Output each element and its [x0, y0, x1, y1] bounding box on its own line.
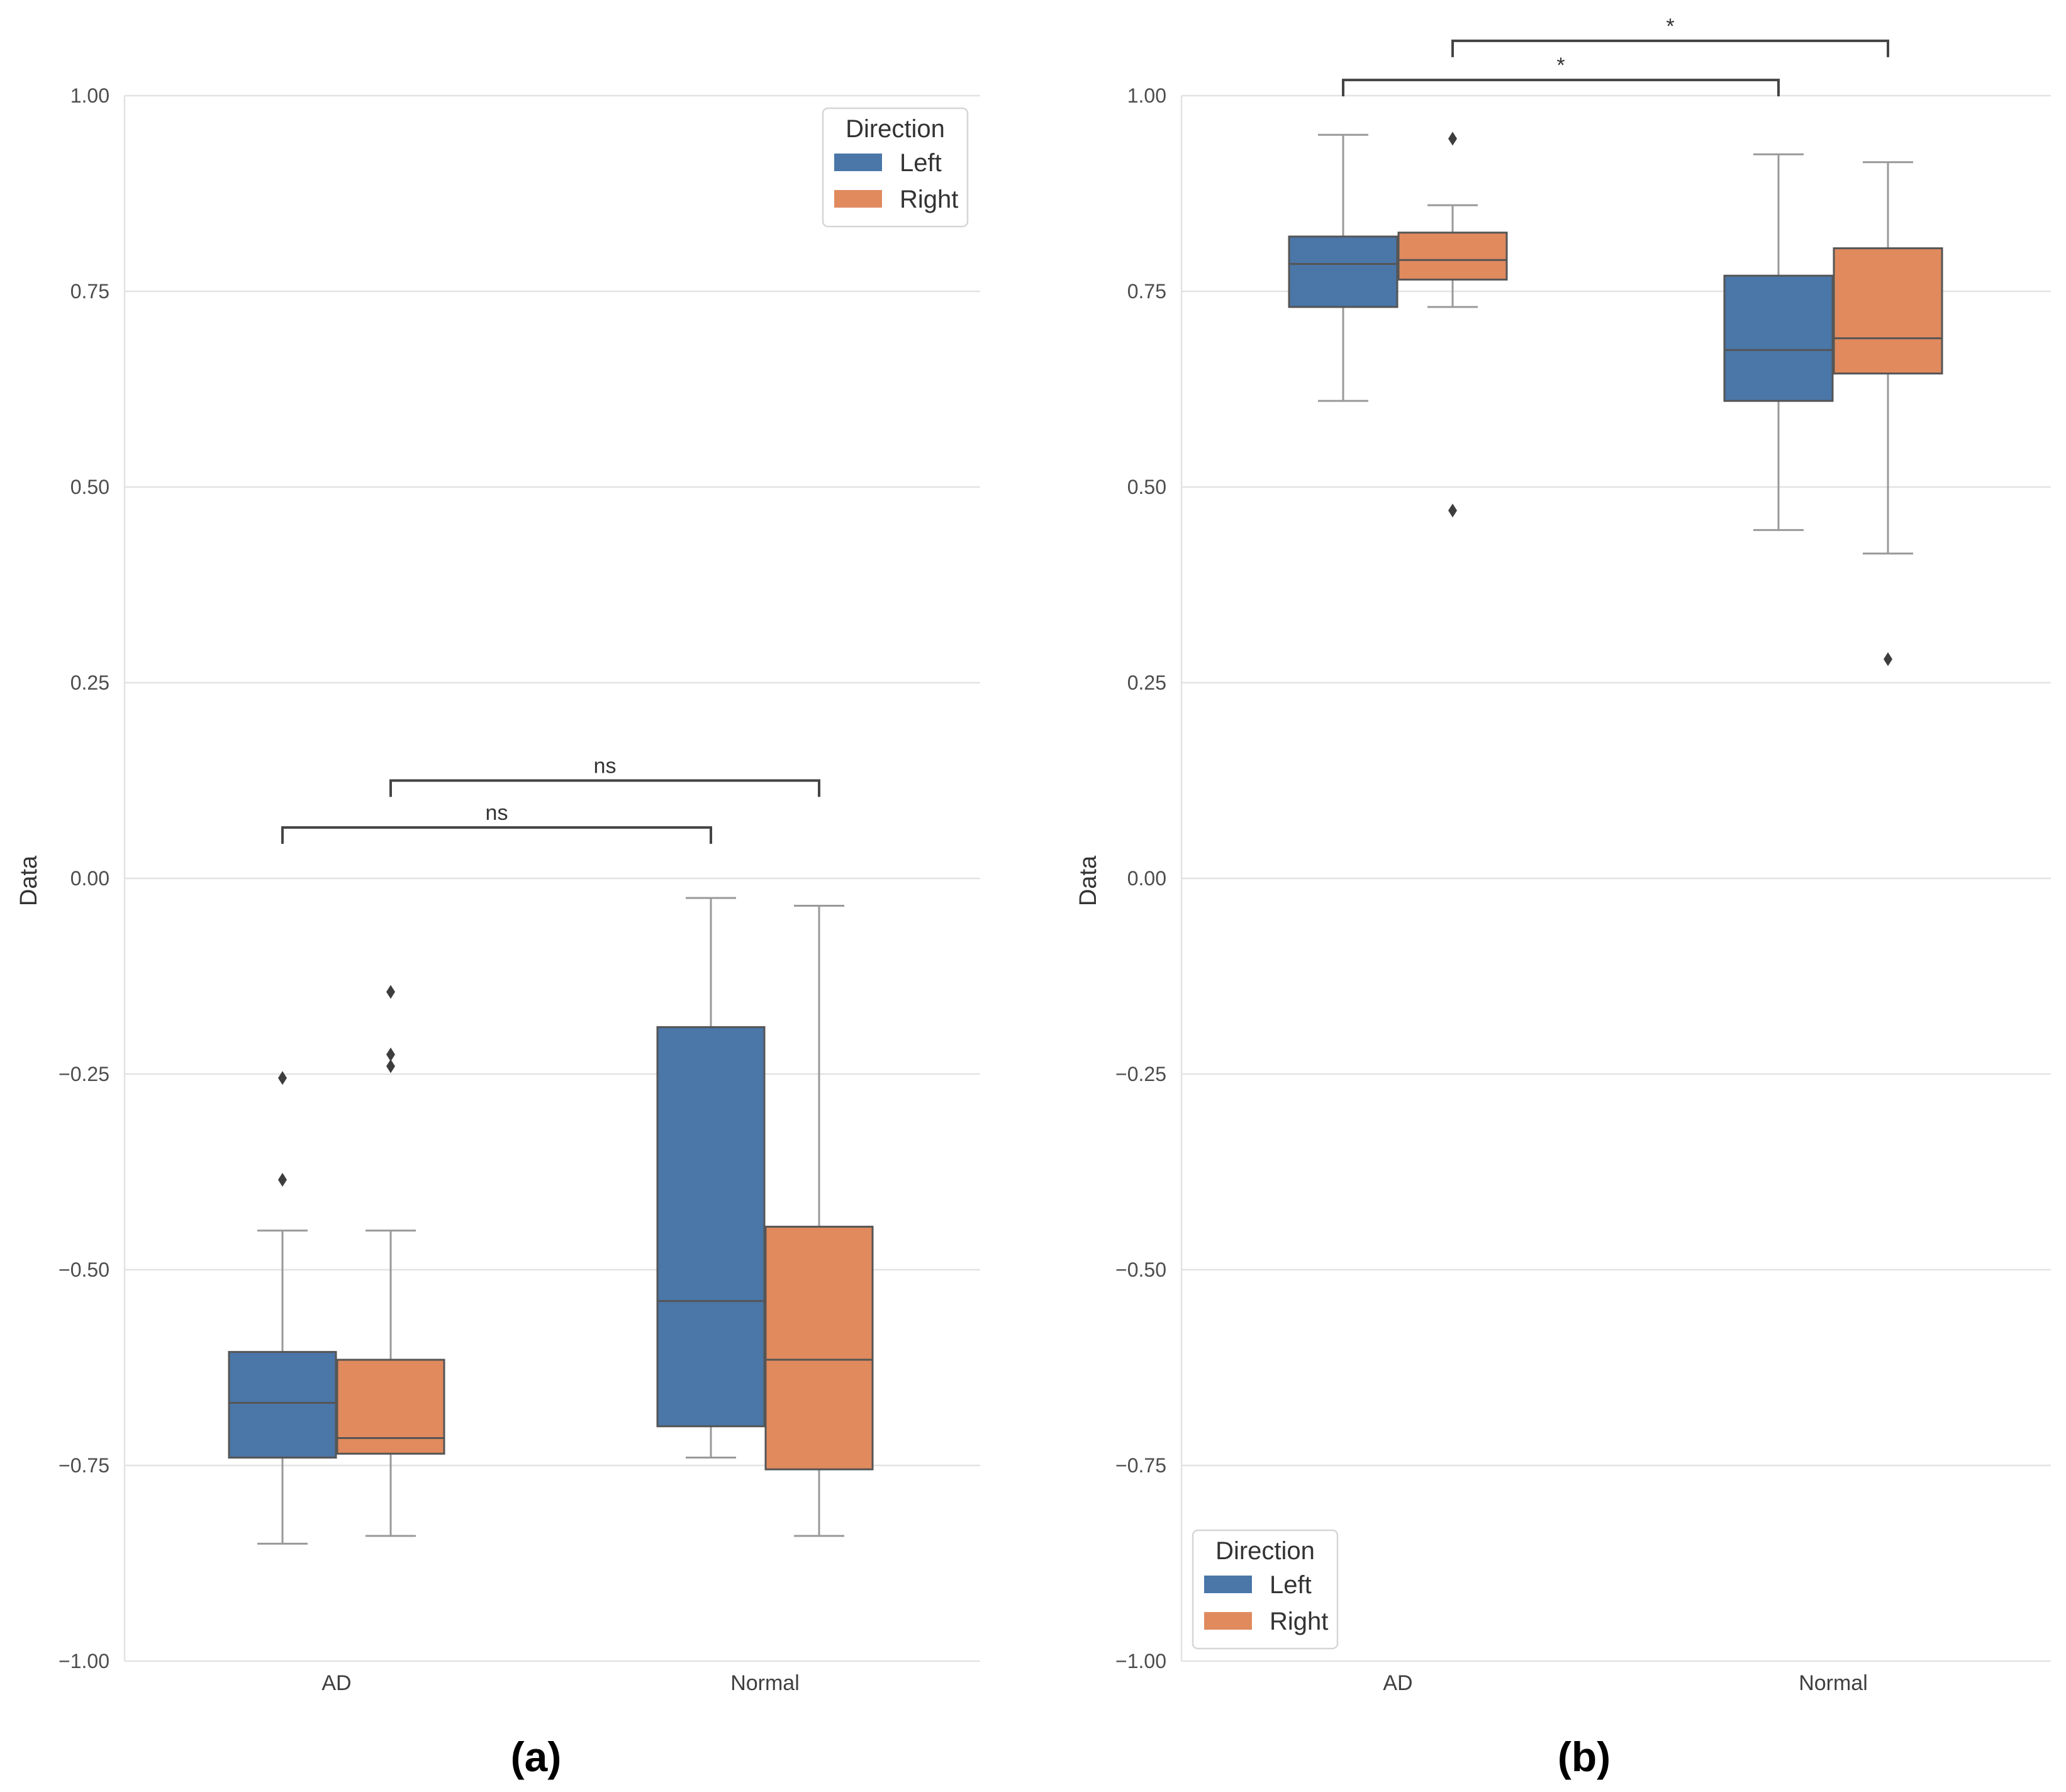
- x-category-labels: AD Normal: [1383, 1671, 1867, 1695]
- box-iqr: [1723, 274, 1834, 402]
- panel-a: 1.00 0.75 0.50 0.25 0.00 −0.25 −0.50 −0.75 −1.00…: [16, 84, 980, 1780]
- outlier-point: [386, 1047, 395, 1061]
- outlier-point: [386, 1059, 395, 1073]
- x-category-label: Normal: [1799, 1671, 1868, 1695]
- significance-label: *: [1556, 53, 1565, 77]
- significance-label: ns: [594, 754, 617, 778]
- y-axis-label: Data: [16, 855, 42, 906]
- box-normal-left: [656, 897, 766, 1459]
- y-tick-label: 0.25: [70, 671, 109, 694]
- box-iqr: [764, 1226, 874, 1470]
- y-tick-label: 0.00: [70, 867, 109, 890]
- legend-label-left: Left: [900, 149, 942, 177]
- box-ad-left: [1288, 133, 1399, 402]
- x-category-label: Normal: [730, 1671, 800, 1695]
- y-tick-labels: 1.00 0.75 0.50 0.25 0.00 −0.25 −0.50 −0.75 −1.00: [1115, 84, 1166, 1672]
- legend-label-left: Left: [1270, 1571, 1312, 1599]
- outlier-point: [1448, 503, 1457, 518]
- y-tick-label: −0.75: [59, 1454, 109, 1477]
- box-iqr: [1288, 235, 1399, 308]
- panel-b: 1.00 0.75 0.50 0.25 0.00 −0.25 −0.50 −0.75 −1.00…: [1075, 14, 2051, 1780]
- grid-lines: [123, 94, 980, 1662]
- x-category-label: AD: [1383, 1671, 1412, 1695]
- outlier-point: [278, 1071, 287, 1085]
- significance-bracket: [1342, 79, 1780, 97]
- y-tick-label: 0.25: [1127, 671, 1166, 694]
- legend-title: Direction: [1215, 1537, 1315, 1565]
- legend-label-right: Right: [900, 186, 958, 213]
- y-tick-label: −1.00: [1115, 1650, 1166, 1672]
- y-tick-label: 1.00: [70, 84, 109, 107]
- significance-annotations: **: [1342, 14, 1889, 97]
- y-tick-label: 0.00: [1127, 867, 1166, 890]
- box-ad-right: [336, 985, 445, 1537]
- significance-label: ns: [486, 801, 508, 825]
- box-ad-left: [228, 1071, 337, 1545]
- panel-caption: (b): [1558, 1733, 1611, 1780]
- y-tick-label: −0.50: [59, 1258, 109, 1281]
- x-category-labels: AD Normal: [321, 1671, 799, 1695]
- box-plots: [1288, 132, 1943, 666]
- x-category-label: AD: [321, 1671, 351, 1695]
- y-axis-label: Data: [1075, 855, 1102, 906]
- box-iqr: [656, 1026, 766, 1428]
- legend-swatch-left: [834, 154, 882, 171]
- outlier-point: [1884, 652, 1892, 666]
- significance-bracket: [281, 826, 712, 844]
- panel-caption: (a): [511, 1733, 562, 1780]
- legend: Direction Left Right: [822, 107, 969, 228]
- box-plots: [228, 897, 874, 1545]
- y-tick-label: −0.25: [59, 1063, 109, 1085]
- significance-label: *: [1666, 14, 1674, 38]
- box-normal-left: [1723, 153, 1834, 531]
- y-tick-label: 1.00: [1127, 84, 1166, 107]
- box-normal-right: [1833, 161, 1943, 666]
- outlier-point: [1448, 132, 1457, 146]
- box-ad-right: [1397, 132, 1508, 518]
- y-tick-label: 0.75: [70, 280, 109, 303]
- y-tick-labels: 1.00 0.75 0.50 0.25 0.00 −0.25 −0.50 −0.75 −1.00: [59, 84, 109, 1672]
- outlier-point: [386, 985, 395, 999]
- y-tick-label: 0.50: [70, 476, 109, 498]
- significance-bracket: [1451, 39, 1889, 57]
- y-tick-label: −0.25: [1115, 1063, 1166, 1085]
- y-tick-label: −0.50: [1115, 1258, 1166, 1281]
- legend-swatch-right: [834, 190, 882, 208]
- y-tick-label: −0.75: [1115, 1454, 1166, 1477]
- y-tick-label: 0.75: [1127, 280, 1166, 303]
- significance-annotations: ns ns: [281, 754, 820, 844]
- significance-bracket: [389, 779, 820, 797]
- box-iqr: [336, 1358, 445, 1455]
- outlier-point: [278, 1172, 287, 1187]
- y-tick-label: 0.50: [1127, 476, 1166, 498]
- box-normal-right: [764, 905, 874, 1537]
- box-iqr: [228, 1351, 337, 1459]
- box-iqr: [1833, 247, 1943, 375]
- legend-label-right: Right: [1270, 1608, 1328, 1635]
- legend-title: Direction: [846, 115, 945, 143]
- legend: Direction Left Right: [1192, 1529, 1339, 1650]
- box-iqr: [1397, 232, 1508, 281]
- y-tick-label: −1.00: [59, 1650, 109, 1672]
- legend-swatch-left: [1204, 1576, 1252, 1593]
- legend-swatch-right: [1204, 1612, 1252, 1630]
